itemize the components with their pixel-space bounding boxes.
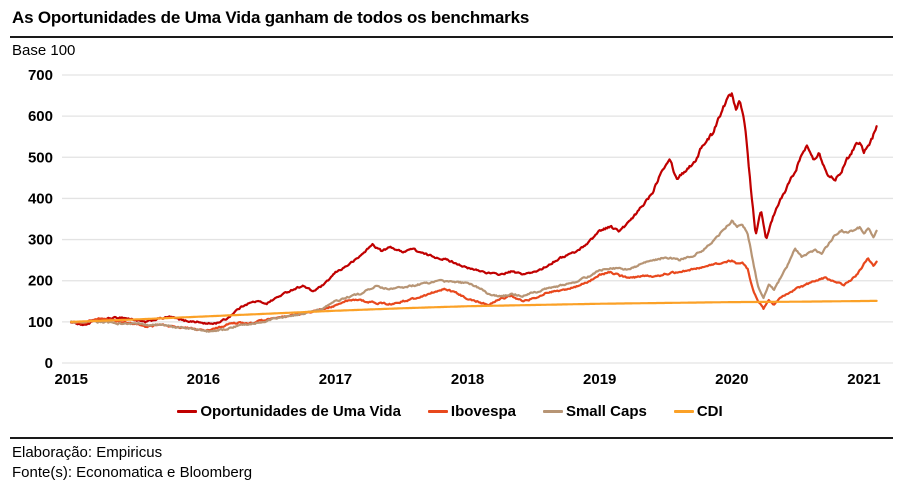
legend-swatch-cdi [673,410,694,413]
x-tick-label: 2016 [187,371,220,388]
y-tick-label: 700 [28,67,53,84]
x-tick-label: 2015 [55,371,88,388]
y-tick-label: 200 [28,273,53,290]
y-tick-label: 0 [45,355,53,372]
legend-item-small-caps: Small Caps [542,403,647,420]
y-tick-label: 500 [28,149,53,166]
x-tick-label: 2021 [847,371,880,388]
legend-swatch-small-caps [542,410,563,413]
legend-label: Oportunidades de Uma Vida [200,403,401,420]
x-tick-label: 2017 [319,371,352,388]
series-line-oportunidades-de-uma-vida [70,92,878,327]
chart-title: As Oportunidades de Uma Vida ganham de t… [12,8,530,27]
legend-item-oportunidades-de-uma-vida: Oportunidades de Uma Vida [177,403,401,420]
footer-divider [10,437,893,439]
chart-legend: Oportunidades de Uma Vida Ibovespa Small C… [0,403,900,420]
series-line-cdi [70,299,878,323]
x-tick-label: 2018 [451,371,484,388]
title-divider [10,36,893,38]
line-chart: 0 100 200 300 400 500 600 700 2015 2016 2017 2018 20… [28,67,893,388]
x-tick-label: 2020 [715,371,748,388]
legend-swatch-ibovespa [427,410,448,413]
y-tick-label: 600 [28,108,53,125]
legend-label: Small Caps [565,403,647,420]
legend-item-cdi: CDI [673,403,723,420]
x-tick-label: 2019 [583,371,616,388]
elaboration-note: Elaboração: Empiricus [12,444,163,461]
legend-item-ibovespa: Ibovespa [427,403,516,420]
y-tick-label: 100 [28,314,53,331]
y-tick-label: 400 [28,190,53,207]
series-line-small-caps [70,219,878,333]
source-note: Fonte(s): Economatica e Bloomberg [12,464,253,481]
y-tick-label: 300 [28,232,53,249]
legend-label: CDI [696,403,723,420]
legend-swatch-oportunidades-de-uma-vida [177,410,198,413]
base-100-label: Base 100 [12,42,76,59]
legend-label: Ibovespa [450,403,516,420]
